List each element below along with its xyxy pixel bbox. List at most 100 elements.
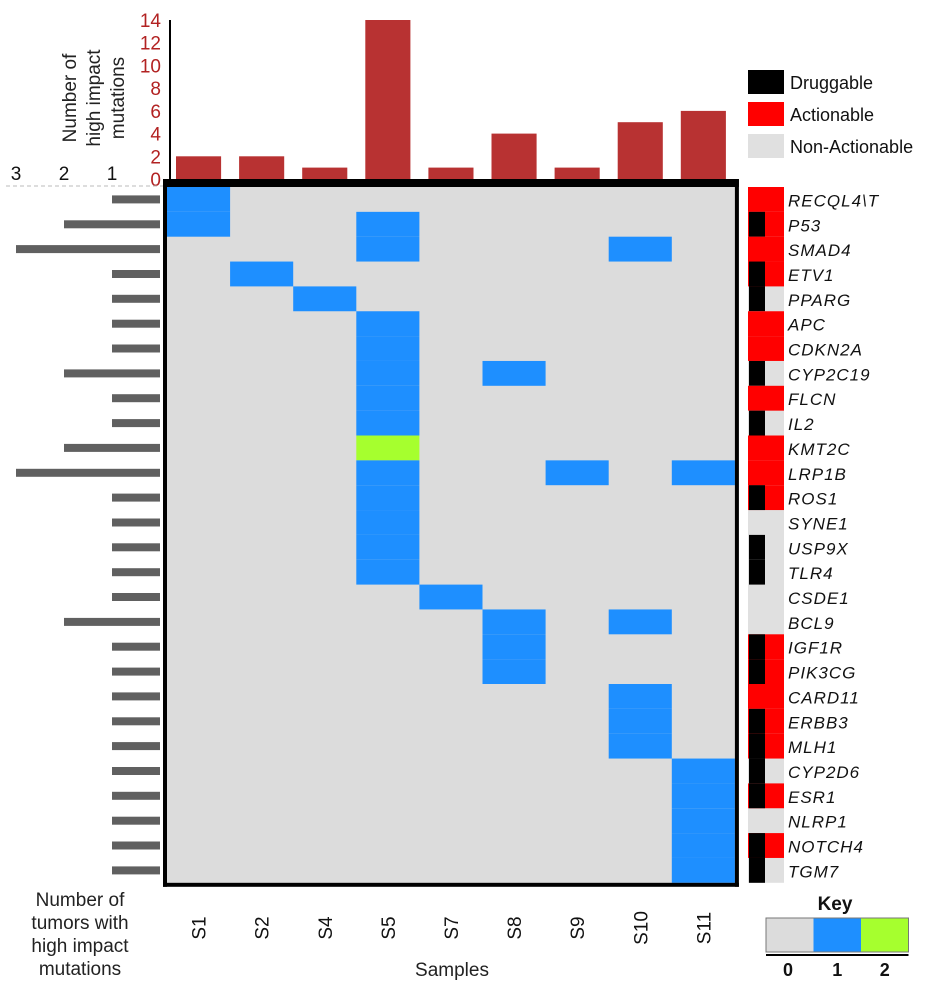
side-bar-csde1	[112, 593, 160, 601]
heatmap-cell-lrp1b-s5	[356, 460, 420, 486]
side-bar-usp9x	[112, 543, 160, 552]
side-bar-il2	[112, 419, 160, 428]
top-bar-s1	[176, 156, 222, 179]
gene-label-cdkn2a: CDKN2A	[788, 341, 863, 360]
actionable-cell-card11	[748, 684, 784, 709]
key-tick-label-0: 0	[783, 960, 793, 980]
side-bar-cyp2d6	[112, 767, 160, 775]
top-bar-y-tick-label: 10	[140, 56, 161, 77]
sample-labels: S1 S2 S4 S5 S7 S8 S9 S10 S11	[190, 911, 716, 945]
gene-label-syne1: SYNE1	[788, 515, 849, 534]
top-ylabel-line-1: Number of	[60, 53, 81, 142]
druggable-cell-p53	[749, 211, 765, 237]
side-bar-syne1	[112, 518, 160, 527]
sample-label-s9: S9	[568, 916, 589, 939]
side-bar-p53	[64, 220, 160, 229]
gene-label-igf1r: IGF1R	[788, 639, 843, 658]
heatmap-cell-etv1-s2	[230, 261, 294, 287]
gene-label-csde1: CSDE1	[788, 589, 850, 608]
druggable-cell-esr1	[749, 783, 765, 809]
actionable-cell-kmt2c	[748, 435, 784, 461]
top-bar-s7	[428, 167, 474, 179]
top-bar-s4	[302, 167, 348, 179]
heatmap-cell-lrp1b-s9	[545, 460, 609, 486]
heatmap-cell-nlrp1-s11	[671, 808, 735, 834]
druggable-cell-erbb3	[749, 708, 765, 734]
actionable-cell-recql4t	[748, 187, 784, 212]
top-bar-s5	[365, 20, 411, 179]
sample-label-s8: S8	[505, 916, 526, 939]
top-bar-y-tick-label: 2	[150, 147, 161, 168]
heatmap-cell-smad4-s5	[356, 236, 420, 262]
heatmap-cell-syne1-s5	[356, 510, 420, 535]
heatmap-cell-esr1-s11	[671, 783, 735, 809]
color-key: Key 0 1 2	[765, 894, 909, 980]
annotation-columns	[748, 187, 784, 883]
heatmap-cell-p53-s5	[356, 211, 420, 237]
side-bar-notch4	[112, 841, 160, 850]
top-bar-y-tick-label: 6	[150, 102, 161, 123]
druggable-cell-tgm7	[749, 857, 765, 883]
side-bar-lrp1b	[16, 468, 160, 477]
side-bar-card11	[112, 692, 160, 701]
actionable-cell-flcn	[748, 385, 784, 411]
heatmap-cell-card11-s10	[608, 684, 672, 709]
gene-label-il2: IL2	[788, 415, 815, 434]
heatmap-cell-bcl9-s8	[482, 609, 546, 635]
gene-label-tgm7: TGM7	[788, 862, 839, 881]
gene-labels: RECQL4\T P53 SMAD4 ETV1 PPARG APC CDKN2A CYP2C1…	[787, 191, 879, 881]
actionable-cell-lrp1b	[748, 460, 784, 486]
top-bar-y-tick-label: 0	[150, 170, 161, 191]
gene-label-tlr4: TLR4	[788, 564, 834, 583]
legend-swatch-non-actionable	[748, 134, 784, 158]
druggable-cell-cyp2c19	[749, 360, 765, 386]
heatmap-right-border	[734, 179, 739, 887]
legend-label-actionable: Actionable	[790, 105, 874, 125]
side-bar-pik3cg	[112, 667, 160, 676]
side-bar-etv1	[112, 270, 160, 278]
heatmap-cell-bcl9-s10	[608, 609, 672, 635]
legend-label-non-actionable: Non-Actionable	[790, 137, 913, 157]
heatmap-background	[167, 187, 735, 883]
gene-label-usp9x: USP9X	[788, 539, 849, 558]
key-tick-label-1: 1	[832, 960, 842, 980]
x-axis-title: Samples	[415, 960, 489, 981]
side-bar-erbb3	[112, 717, 160, 726]
side-bar-pparg	[112, 294, 160, 303]
side-bar-kmt2c	[64, 443, 160, 452]
heatmap-cell-tgm7-s11	[671, 857, 735, 883]
gene-label-etv1: ETV1	[788, 266, 835, 285]
gene-label-mlh1: MLH1	[788, 738, 837, 757]
heatmap-cell-lrp1b-s11	[671, 460, 735, 486]
side-bar-smad4	[16, 245, 160, 254]
legend: Druggable Actionable Non-Actionable	[748, 70, 913, 158]
top-bar-s11	[680, 110, 726, 179]
top-bar-y-axis-title: Number of high impact mutations	[60, 49, 129, 147]
sample-label-s4: S4	[316, 916, 337, 940]
druggable-cell-ros1	[749, 485, 765, 511]
gene-label-erbb3: ERBB3	[788, 713, 849, 732]
heatmap-cell-recql4t-s1	[167, 187, 231, 212]
side-label-line-3: high impact	[31, 936, 129, 957]
top-bar-s2	[239, 156, 285, 179]
heatmap-cell-igf1r-s8	[482, 634, 546, 660]
sample-label-s5: S5	[379, 916, 400, 939]
side-bar-axis-title: Number of tumors with high impact mutati…	[31, 890, 129, 980]
heatmap-cell-smad4-s10	[608, 236, 672, 262]
heatmap-cell-il2-s5	[356, 410, 420, 436]
heatmap-left-border	[163, 179, 167, 887]
heatmap-cell-notch4-s11	[671, 833, 735, 858]
legend-swatch-druggable	[748, 70, 784, 94]
heatmap-cell-ros1-s5	[356, 485, 420, 511]
druggable-cell-usp9x	[749, 534, 765, 560]
gene-label-p53: P53	[788, 216, 821, 235]
side-bar-cyp2c19	[64, 369, 160, 378]
top-bar-s8	[491, 133, 537, 179]
side-bar-mlh1	[112, 742, 160, 751]
key-swatch-2	[861, 918, 909, 952]
side-bar-apc	[112, 319, 160, 328]
heatmap-cell-apc-s5	[356, 311, 420, 337]
sample-label-s2: S2	[253, 916, 274, 939]
heatmap-cell-pparg-s4	[293, 286, 357, 312]
heatmap-cell-tlr4-s5	[356, 559, 420, 585]
